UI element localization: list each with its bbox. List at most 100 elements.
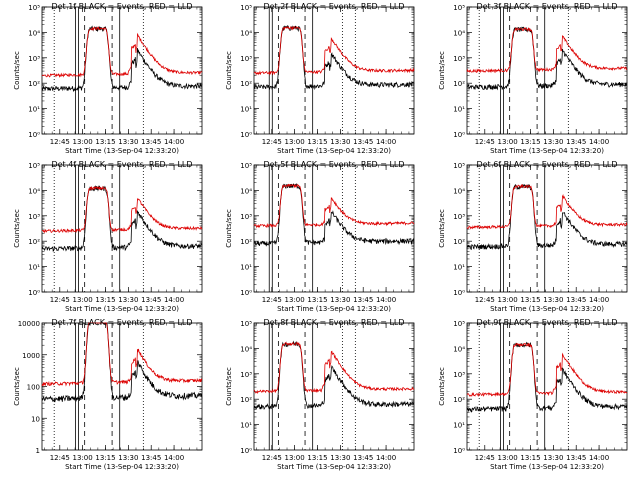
x-tick-label: 13:00: [285, 454, 305, 462]
lld-series-line: [466, 342, 628, 398]
plot-frame: [41, 6, 203, 135]
y-tick-label: 10³: [28, 213, 40, 221]
y-axis-label: Counts/sec: [13, 51, 21, 90]
x-tick-label: 13:00: [498, 454, 518, 462]
x-tick-label: 13:00: [498, 296, 518, 304]
y-tick-label: 10⁵: [240, 162, 252, 170]
panel-title: Det 6f BLACK = Events, RED = LLD: [476, 160, 617, 169]
x-tick-label: 13:30: [543, 454, 563, 462]
y-tick-label: 10⁰: [28, 289, 40, 297]
y-tick-label: 10⁰: [240, 131, 252, 139]
y-tick-label: 10: [31, 415, 40, 423]
x-tick-label: 12:45: [50, 454, 70, 462]
x-axis-label: Start Time (13-Sep-04 12:33:20): [277, 463, 391, 471]
y-tick-label: 10³: [453, 55, 465, 63]
lld-series-line: [41, 322, 203, 388]
events-series-line: [466, 26, 628, 91]
x-tick-label: 13:00: [73, 138, 93, 146]
detector-panel-9: 10⁰ 10¹ 10² 10³ 10⁴ 10⁵ 12:45 13:00 13:15 13:30 13…: [438, 318, 628, 471]
x-tick-label: 12:45: [262, 454, 282, 462]
plot-frame: [41, 322, 203, 451]
detector-panel-8: 10⁰ 10¹ 10² 10³ 10⁴ 10⁵ 12:45 13:00 13:15 13:30 13…: [225, 318, 415, 471]
panel-title: Det 3f BLACK = Events, RED = LLD: [476, 2, 617, 11]
y-tick-label: 10⁵: [28, 4, 40, 12]
y-tick-label: 10¹: [240, 422, 252, 430]
y-tick-label: 10²: [240, 238, 252, 246]
x-tick-label: 13:45: [566, 454, 586, 462]
lld-series-line: [253, 183, 415, 229]
y-axis-label: Counts/sec: [438, 51, 446, 90]
x-tick-label: 12:45: [475, 454, 495, 462]
y-tick-label: 10¹: [453, 422, 465, 430]
x-tick-label: 13:00: [73, 454, 93, 462]
x-tick-label: 14:00: [589, 138, 609, 146]
y-tick-label: 10⁰: [453, 131, 465, 139]
y-tick-label: 10¹: [240, 106, 252, 114]
panel-title: Det 5f BLACK = Events, RED = LLD: [263, 160, 404, 169]
x-tick-label: 13:30: [330, 454, 350, 462]
lld-series-line: [466, 27, 628, 74]
x-tick-label: 13:30: [543, 296, 563, 304]
x-tick-label: 13:30: [118, 454, 138, 462]
x-axis-label: Start Time (13-Sep-04 12:33:20): [490, 147, 604, 155]
x-tick-label: 13:00: [285, 296, 305, 304]
panel-title: Det 9f BLACK = Events, RED = LLD: [476, 318, 617, 327]
y-tick-label: 10⁰: [240, 447, 252, 455]
detector-panel-6: 10⁰ 10¹ 10² 10³ 10⁴ 10⁵ 12:45 13:00 13:15 13:30 13…: [438, 160, 628, 313]
x-tick-label: 13:15: [520, 296, 540, 304]
x-tick-label: 13:30: [330, 296, 350, 304]
y-tick-label: 10⁴: [240, 187, 252, 195]
y-tick-label: 10⁰: [240, 289, 252, 297]
x-tick-label: 13:00: [285, 138, 305, 146]
lld-series-line: [466, 184, 628, 230]
y-tick-label: 10³: [453, 371, 465, 379]
x-tick-label: 13:30: [118, 138, 138, 146]
y-tick-label: 10⁴: [240, 29, 252, 37]
x-tick-label: 13:15: [520, 454, 540, 462]
x-tick-label: 14:00: [376, 138, 396, 146]
x-axis-label: Start Time (13-Sep-04 12:33:20): [277, 147, 391, 155]
y-tick-label: 10³: [28, 55, 40, 63]
y-tick-label: 10²: [453, 80, 465, 88]
x-tick-label: 13:45: [141, 138, 161, 146]
x-tick-label: 13:00: [73, 296, 93, 304]
y-axis-label: Counts/sec: [438, 367, 446, 406]
y-tick-label: 10⁵: [28, 162, 40, 170]
x-tick-label: 13:45: [566, 138, 586, 146]
x-tick-label: 13:15: [307, 138, 327, 146]
detector-panel-7: 1 10 100 1000 10000 12:45 13:00 13:15 13:30 13:45…: [13, 318, 203, 471]
lld-series-line: [253, 25, 415, 76]
x-tick-label: 13:45: [353, 296, 373, 304]
y-tick-label: 10¹: [240, 264, 252, 272]
y-tick-label: 10²: [453, 396, 465, 404]
y-axis-label: Counts/sec: [438, 209, 446, 248]
y-tick-label: 10⁴: [28, 187, 40, 195]
plot-frame: [466, 322, 628, 451]
x-tick-label: 14:00: [376, 454, 396, 462]
panel-title: Det 7f BLACK = Events, RED = LLD: [51, 318, 192, 327]
panel-title: Det 1f BLACK = Events, RED = LLD: [51, 2, 192, 11]
x-tick-label: 12:45: [475, 138, 495, 146]
plot-frame: [253, 322, 415, 451]
y-tick-label: 1: [36, 447, 40, 455]
y-tick-label: 10³: [240, 55, 252, 63]
y-tick-label: 100: [27, 384, 40, 392]
x-tick-label: 13:45: [353, 138, 373, 146]
y-tick-label: 10⁵: [453, 4, 465, 12]
plot-frame: [253, 164, 415, 293]
events-series-line: [466, 183, 628, 251]
lld-series-line: [41, 25, 203, 78]
y-tick-label: 10⁴: [453, 345, 465, 353]
x-tick-label: 13:45: [353, 454, 373, 462]
y-tick-label: 10⁰: [453, 289, 465, 297]
y-tick-label: 10⁵: [453, 162, 465, 170]
lld-series-line: [41, 185, 203, 234]
x-tick-label: 12:45: [50, 138, 70, 146]
x-tick-label: 13:30: [543, 138, 563, 146]
x-tick-label: 13:15: [95, 138, 115, 146]
y-tick-label: 10²: [453, 238, 465, 246]
panel-title: Det 2f BLACK = Events, RED = LLD: [263, 2, 404, 11]
y-tick-label: 10¹: [453, 106, 465, 114]
x-tick-label: 14:00: [164, 454, 184, 462]
